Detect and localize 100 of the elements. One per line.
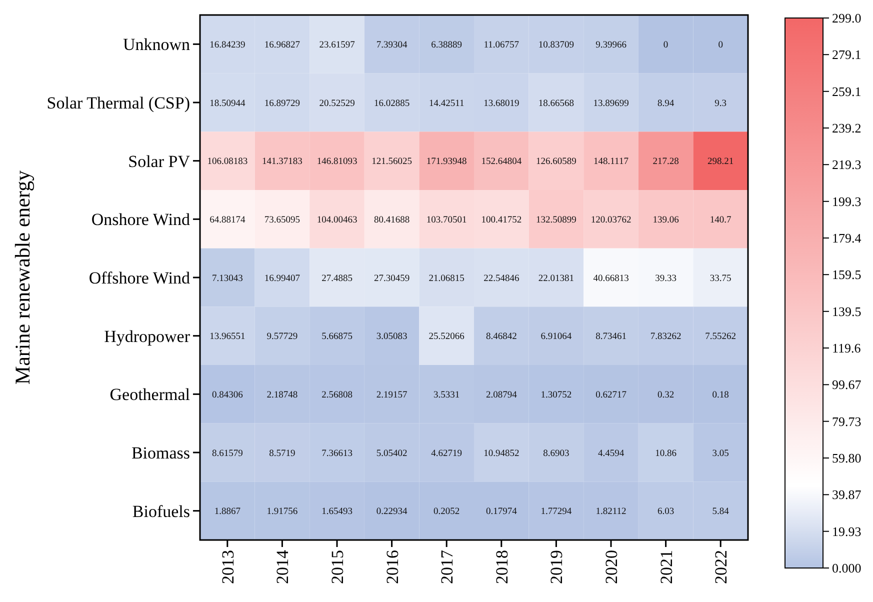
data-label: 8.73461 bbox=[596, 332, 627, 342]
data-label: 22.01381 bbox=[538, 274, 574, 284]
data-label: 27.4885 bbox=[322, 274, 353, 284]
y-tick-label: Onshore Wind bbox=[91, 210, 190, 230]
data-label: 16.84239 bbox=[210, 40, 246, 50]
data-label: 8.61579 bbox=[212, 448, 244, 459]
y-tick-label: Offshore Wind bbox=[88, 268, 190, 288]
data-label: 40.66813 bbox=[593, 274, 630, 284]
data-label: 2.08794 bbox=[486, 390, 518, 400]
color-bar-label: 139.5 bbox=[832, 304, 862, 319]
color-bar-label: 199.3 bbox=[832, 194, 862, 209]
data-label: 217.28 bbox=[652, 157, 680, 168]
data-label: 1.91756 bbox=[266, 507, 298, 518]
x-tick-label: 2022 bbox=[712, 550, 731, 584]
data-label: 152.64804 bbox=[481, 157, 522, 168]
data-label: 106.08183 bbox=[207, 157, 248, 168]
data-label: 25.52066 bbox=[428, 332, 465, 342]
color-bar-label: 279.1 bbox=[832, 47, 862, 62]
data-label: 10.83709 bbox=[538, 40, 574, 50]
data-label: 9.3 bbox=[714, 98, 727, 109]
data-label: 13.96551 bbox=[210, 332, 246, 342]
data-label: 1.30752 bbox=[540, 390, 572, 400]
data-label: 0.32 bbox=[657, 390, 674, 400]
data-label: 18.50944 bbox=[210, 98, 246, 109]
data-label: 7.13043 bbox=[212, 274, 244, 284]
data-label: 3.05083 bbox=[376, 332, 408, 342]
y-tick-label: Biofuels bbox=[132, 502, 190, 521]
data-label: 121.56025 bbox=[372, 157, 412, 168]
y-tick-label: Solar Thermal (CSP) bbox=[46, 93, 190, 112]
data-label: 1.65493 bbox=[322, 507, 353, 518]
data-label: 4.4594 bbox=[598, 448, 624, 459]
data-label: 80.41688 bbox=[374, 215, 410, 226]
color-bar-label: 299.0 bbox=[832, 10, 862, 26]
y-tick-label: Hydropower bbox=[104, 326, 190, 346]
data-label: 7.83262 bbox=[650, 332, 682, 342]
data-label: 8.6903 bbox=[543, 448, 570, 459]
data-label: 2.19157 bbox=[376, 390, 408, 400]
data-label: 39.33 bbox=[655, 274, 677, 284]
data-label: 0 bbox=[718, 40, 724, 50]
data-label: 100.41752 bbox=[481, 215, 522, 226]
x-tick-label: 2017 bbox=[438, 550, 457, 584]
data-label: 5.84 bbox=[712, 507, 730, 518]
x-tick-label: 2015 bbox=[328, 550, 347, 584]
data-label: 1.82112 bbox=[596, 507, 627, 518]
data-label: 3.5331 bbox=[434, 390, 460, 400]
color-bar-label: 99.67 bbox=[832, 377, 862, 392]
data-label: 298.21 bbox=[708, 157, 734, 168]
x-tick-label: 2014 bbox=[273, 550, 292, 584]
color-bar-label: 79.73 bbox=[832, 414, 862, 429]
data-label: 3.05 bbox=[712, 448, 730, 459]
data-label: 1.8867 bbox=[214, 507, 241, 518]
y-tick-label: Unknown bbox=[122, 35, 190, 54]
data-label: 21.06815 bbox=[428, 274, 465, 284]
data-label: 1.77294 bbox=[540, 507, 572, 518]
data-label: 139.06 bbox=[652, 215, 680, 226]
y-tick-label: Solar PV bbox=[128, 152, 191, 171]
data-label: 33.75 bbox=[710, 274, 732, 284]
data-label: 0.22934 bbox=[376, 507, 408, 518]
data-label: 27.30459 bbox=[374, 274, 410, 284]
data-label: 0.17974 bbox=[486, 507, 518, 518]
color-bar-label: 119.6 bbox=[832, 340, 862, 356]
data-label: 104.00463 bbox=[316, 215, 358, 226]
data-label: 6.38889 bbox=[431, 40, 462, 50]
data-label: 22.54846 bbox=[484, 274, 520, 284]
x-tick-label: 2020 bbox=[602, 550, 621, 584]
color-bar-label: 39.87 bbox=[832, 487, 862, 502]
data-label: 146.81093 bbox=[316, 157, 358, 168]
data-label: 8.46842 bbox=[486, 332, 518, 342]
data-label: 126.60589 bbox=[536, 157, 577, 168]
x-tick-label: 2019 bbox=[547, 550, 566, 584]
data-label: 6.91064 bbox=[540, 332, 572, 342]
data-label: 16.99407 bbox=[264, 274, 300, 284]
data-label: 0.2052 bbox=[434, 507, 460, 518]
data-label: 7.39304 bbox=[376, 40, 408, 50]
color-bar-label: 239.2 bbox=[832, 120, 862, 136]
data-label: 13.68019 bbox=[484, 98, 520, 109]
data-label: 16.96827 bbox=[264, 40, 300, 50]
data-label: 23.61597 bbox=[319, 40, 356, 50]
y-axis-title: Marine renewable energy bbox=[10, 170, 34, 385]
data-label: 73.65095 bbox=[264, 215, 300, 226]
data-label: 18.66568 bbox=[538, 98, 574, 109]
data-label: 2.18748 bbox=[266, 390, 298, 400]
y-tick-label: Biomass bbox=[131, 443, 190, 462]
data-label: 8.5719 bbox=[269, 448, 296, 459]
data-label: 16.89729 bbox=[264, 98, 300, 109]
data-label: 6.03 bbox=[657, 507, 674, 518]
color-bar-label: 259.1 bbox=[832, 84, 862, 99]
color-bar-label: 179.4 bbox=[832, 230, 862, 246]
data-label: 2.56808 bbox=[322, 390, 353, 400]
data-label: 5.05402 bbox=[376, 448, 408, 459]
data-label: 103.70501 bbox=[426, 215, 468, 226]
x-tick-label: 2021 bbox=[656, 550, 676, 584]
data-label: 0.84306 bbox=[212, 390, 244, 400]
data-label: 7.36613 bbox=[322, 448, 353, 459]
color-bar-label: 0.000 bbox=[832, 560, 862, 576]
data-label: 64.88174 bbox=[210, 215, 246, 226]
data-label: 10.94852 bbox=[484, 448, 520, 459]
color-bar-label: 159.5 bbox=[832, 267, 862, 282]
data-label: 140.7 bbox=[710, 215, 732, 226]
data-label: 148.1117 bbox=[594, 157, 629, 168]
